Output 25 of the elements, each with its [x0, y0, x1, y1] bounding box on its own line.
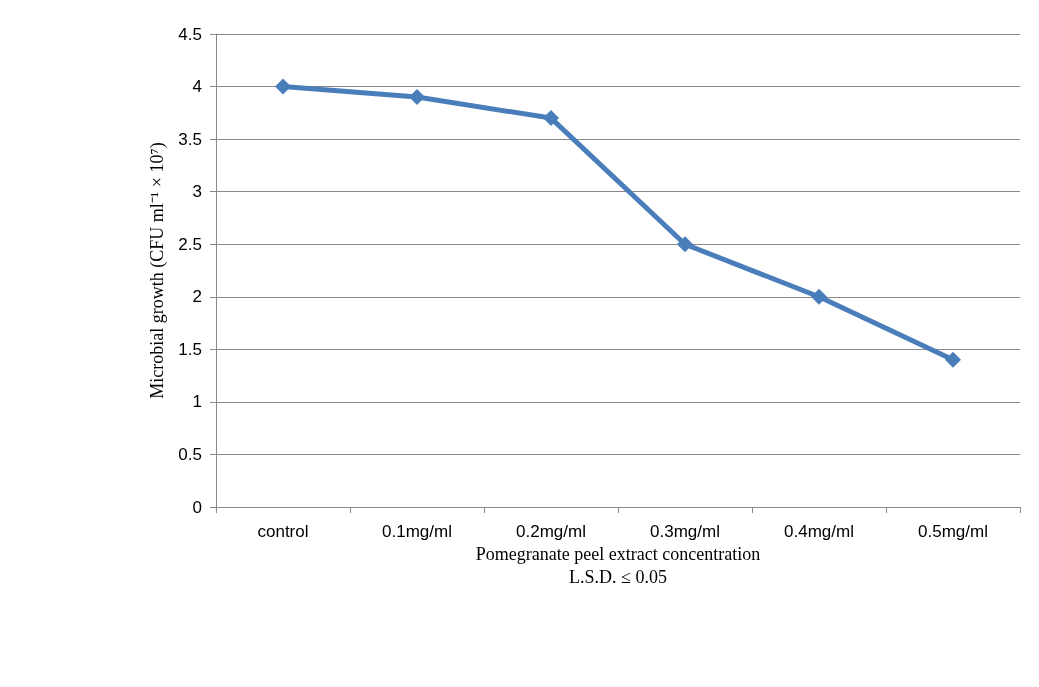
x-tick-label: 0.1mg/ml [382, 522, 452, 541]
x-tick-label: 0.4mg/ml [784, 522, 854, 541]
x-tick-label: 0.2mg/ml [516, 522, 586, 541]
y-axis-title: Microbial growth (CFU ml⁻¹ × 10⁷) [147, 142, 168, 399]
y-tick-label: 2 [192, 287, 202, 307]
x-tick-label: 0.3mg/ml [650, 522, 720, 541]
y-tick-label: 3 [192, 182, 202, 202]
y-tick-label: 1.5 [178, 339, 202, 359]
x-tick-label: 0.5mg/ml [918, 522, 988, 541]
x-axis-title: Pomegranate peel extract concentration [475, 543, 761, 564]
point [409, 89, 425, 106]
point [275, 78, 291, 95]
point [677, 236, 693, 253]
y-tick-label: 0.5 [178, 444, 202, 464]
y-tick-label: 4.5 [178, 24, 202, 44]
x-tick-label: control [257, 522, 309, 541]
point [811, 288, 827, 305]
point [543, 110, 559, 127]
point [945, 351, 961, 368]
y-tick-label: 1 [192, 392, 202, 412]
y-tick-label: 0 [192, 497, 202, 517]
y-tick-label: 3.5 [178, 129, 202, 149]
y-tick-label: 2.5 [178, 234, 202, 254]
y-tick-label: 4 [192, 77, 202, 97]
text: L.S.D. ≤ 0.05 [569, 567, 667, 587]
